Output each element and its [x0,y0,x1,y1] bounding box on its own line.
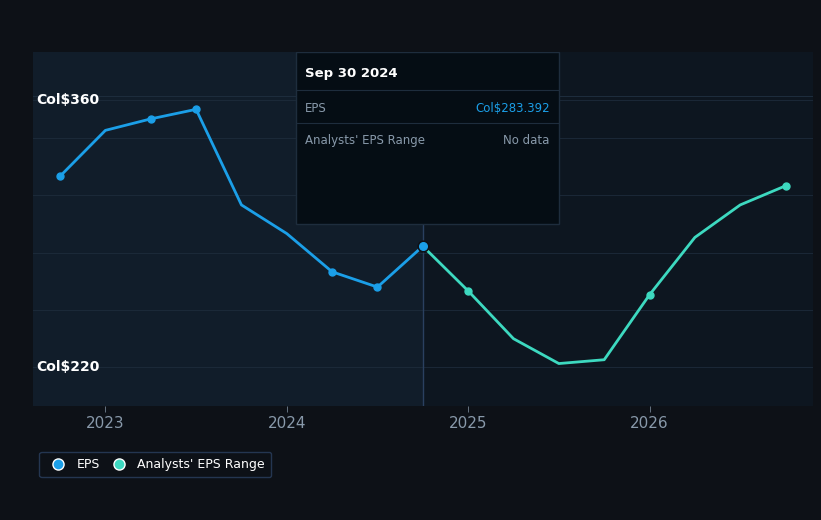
Point [461,287,475,295]
Text: Actual: Actual [374,84,414,97]
Bar [33,52,423,406]
Point [416,242,429,250]
Text: Col$360: Col$360 [36,93,99,107]
Text: Analysts Forecasts: Analysts Forecasts [432,84,548,97]
Legend: EPS, Analysts' EPS Range: EPS, Analysts' EPS Range [39,452,271,477]
Point [371,283,384,291]
Text: Sep 30 2024: Sep 30 2024 [305,67,397,80]
Point [144,115,158,123]
Point [190,105,203,113]
Bar [423,52,813,406]
Bar [296,52,559,224]
Point [53,172,67,180]
Text: Col$283.392: Col$283.392 [475,102,550,115]
Text: EPS: EPS [305,102,327,115]
Point [779,181,792,190]
Text: Col$220: Col$220 [36,360,100,374]
Point [326,268,339,276]
Point [643,291,656,299]
Point [416,242,429,250]
Text: No data: No data [503,134,550,147]
Point [416,242,429,250]
Text: Analysts' EPS Range: Analysts' EPS Range [305,134,425,147]
